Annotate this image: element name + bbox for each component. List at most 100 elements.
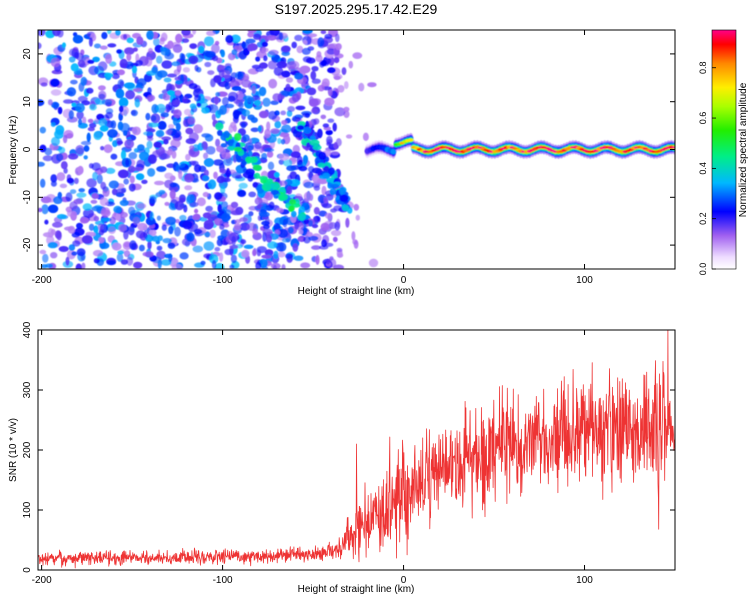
spectrogram-cell bbox=[182, 96, 189, 103]
spectrogram-cell bbox=[164, 201, 170, 206]
spectrogram-cell bbox=[117, 79, 125, 89]
spectrogram-cell bbox=[253, 100, 262, 106]
spectrogram-cell bbox=[132, 167, 143, 172]
spectrogram-cell bbox=[132, 47, 138, 52]
spectrogram-cell bbox=[323, 197, 328, 204]
spectrogram-cell bbox=[338, 187, 346, 195]
spectrogram-cell bbox=[243, 47, 250, 56]
spectrogram-cell bbox=[220, 49, 225, 58]
spectrogram-cell bbox=[83, 145, 90, 152]
spectrogram-cell bbox=[168, 253, 173, 262]
spectrogram-cell bbox=[321, 239, 327, 248]
spectrogram-cell bbox=[221, 152, 231, 160]
spectrogram-cell bbox=[264, 191, 273, 201]
spectrogram-cell bbox=[186, 232, 195, 242]
spectrogram-cell bbox=[300, 262, 311, 269]
spectrogram-heatmap bbox=[38, 30, 675, 269]
spectrogram-cell bbox=[335, 138, 342, 147]
spectrogram-cell bbox=[109, 216, 116, 225]
spectrogram-cell bbox=[193, 124, 204, 134]
spectrogram-cell bbox=[173, 109, 182, 119]
spectrogram-cell bbox=[196, 197, 206, 207]
spectrogram-cell bbox=[86, 178, 97, 188]
snr-x-label: Height of straight line (km) bbox=[298, 584, 415, 595]
spectrogram-cell bbox=[178, 170, 183, 180]
spectrogram-cell bbox=[287, 226, 294, 234]
spectrogram-cell bbox=[267, 110, 278, 120]
spectrogram-cell bbox=[116, 188, 126, 194]
colorbar-tick-label: 0.0 bbox=[698, 263, 708, 276]
spectrogram-cell bbox=[261, 182, 272, 191]
spectrogram-cell bbox=[258, 86, 267, 97]
spectrogram-cell bbox=[302, 40, 308, 45]
spectrogram-cell bbox=[165, 216, 177, 226]
spectrogram-cell bbox=[344, 81, 349, 90]
spectrogram-cell bbox=[223, 130, 230, 139]
spectrogram-cell bbox=[303, 126, 312, 134]
spectrogram-cell bbox=[107, 43, 117, 48]
spectrogram-cell bbox=[278, 180, 288, 186]
spectrogram-cell bbox=[196, 102, 202, 107]
spectrogram-cell bbox=[328, 56, 335, 66]
y-tick-label: 10 bbox=[22, 96, 33, 108]
spectrogram-cell bbox=[45, 263, 54, 269]
spectrogram-cell bbox=[353, 203, 360, 211]
spectrogram-cell bbox=[56, 231, 62, 241]
spectrogram-cell bbox=[77, 165, 84, 175]
spectrogram-cell bbox=[322, 172, 331, 179]
spectrogram-cell bbox=[355, 214, 360, 221]
spectrogram-cell bbox=[115, 30, 121, 36]
snr-x-ticks: -200 -100 0 100 bbox=[32, 330, 593, 586]
spectrogram-cell bbox=[335, 43, 342, 51]
spectrogram-cell bbox=[113, 205, 122, 214]
spectrogram-cell bbox=[75, 103, 85, 113]
spectrogram-cell bbox=[325, 129, 333, 136]
spectrogram-cell bbox=[296, 45, 304, 54]
spectrogram-cell bbox=[224, 82, 231, 90]
x-tick-label: 0 bbox=[401, 275, 407, 286]
spectrogram-cell bbox=[337, 252, 344, 258]
spectrogram-cell bbox=[315, 254, 320, 265]
spectrogram-cell bbox=[179, 197, 186, 203]
spectrogram-cell bbox=[104, 72, 113, 78]
spectrogram-cell bbox=[174, 76, 181, 81]
spectrogram-cell bbox=[117, 169, 129, 179]
spectrogram-cell bbox=[203, 158, 214, 167]
spectrogram-cell bbox=[333, 57, 340, 64]
spectrogram-cell bbox=[89, 103, 97, 111]
spectrogram-cell bbox=[324, 97, 335, 106]
spectrogram-cell bbox=[156, 103, 166, 114]
spectrogram-cell bbox=[189, 160, 197, 166]
spectrogram-cell bbox=[92, 56, 100, 63]
spectrogram-cell bbox=[320, 59, 327, 67]
spectrogram-cell bbox=[69, 201, 78, 210]
spectrogram-cell bbox=[77, 59, 86, 68]
spectrogram-cell bbox=[330, 208, 337, 213]
snr-y-ticks: 0 100 200 300 400 bbox=[22, 321, 675, 573]
spectrogram-cell bbox=[100, 217, 112, 222]
spectrogram-cell bbox=[128, 152, 138, 160]
spectrogram-cell bbox=[266, 178, 274, 185]
spectrogram-cell bbox=[161, 224, 167, 231]
spectrogram-cell bbox=[80, 76, 88, 86]
spectrogram-cell bbox=[294, 87, 305, 95]
spectrogram-cell bbox=[318, 210, 328, 217]
spectrogram-cell bbox=[229, 244, 239, 249]
spectrogram-cell bbox=[171, 263, 183, 269]
spectrogram-cell bbox=[246, 97, 255, 103]
spectrogram-cell bbox=[219, 223, 225, 230]
spectrogram-cell bbox=[351, 231, 356, 241]
spectrogram-cell bbox=[219, 168, 227, 174]
spectrogram-cell bbox=[76, 222, 83, 229]
spectrogram-x-ticks: -200 -100 0 100 bbox=[32, 30, 593, 286]
spectrogram-cell bbox=[264, 249, 274, 257]
spectrogram-cell bbox=[179, 252, 189, 260]
spectrogram-cell bbox=[105, 54, 112, 64]
x-tick-label: -100 bbox=[213, 575, 233, 586]
spectrogram-cell bbox=[215, 122, 224, 131]
spectrogram-cell bbox=[67, 153, 79, 160]
spectrogram-cell bbox=[241, 159, 247, 166]
spectrogram-cell bbox=[292, 115, 297, 122]
spectrogram-cell bbox=[211, 113, 216, 121]
